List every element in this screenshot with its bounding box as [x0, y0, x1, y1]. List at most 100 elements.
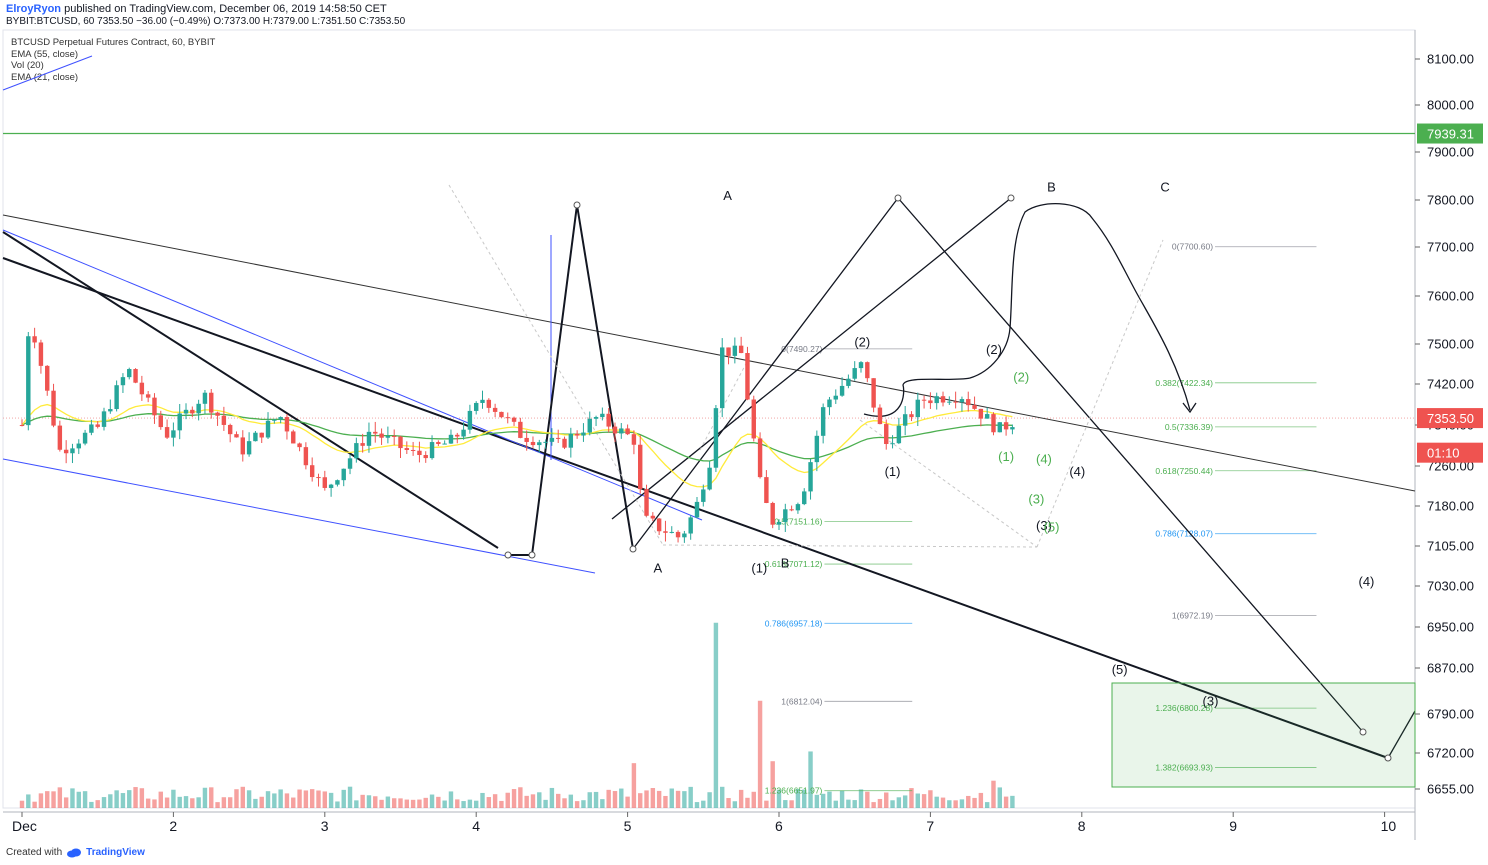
candle-body [625, 428, 630, 435]
volume-bar [921, 794, 927, 808]
candle-body [246, 441, 252, 455]
volume-bar [133, 787, 138, 808]
volume-bar [70, 788, 75, 808]
candle-body [82, 432, 88, 444]
volume-bar [183, 796, 189, 808]
volume-bar [322, 791, 328, 808]
volume-bar [707, 792, 712, 808]
ohlc-values: O:7373.00 H:7379.00 L:7351.50 C:7353.50 [213, 16, 406, 27]
volume-bar [366, 795, 372, 808]
volume-bar [215, 802, 220, 808]
volume-bar [354, 800, 359, 808]
time-tick-label: Dec [12, 818, 37, 834]
candle-body [455, 434, 460, 437]
candle-body [663, 531, 668, 533]
time-axis[interactable]: Dec 2 3 4 5 6 7 8 9 10 [12, 812, 1396, 834]
candle-body [499, 411, 504, 418]
candle-body [688, 517, 693, 534]
candle-body [51, 390, 56, 426]
candle-body [63, 449, 69, 454]
price-tick-label: 7180.00 [1427, 499, 1474, 514]
volume-bar [606, 789, 611, 808]
candle-body [877, 407, 883, 425]
wave-label: (1) [885, 464, 901, 479]
candle-body [556, 437, 561, 439]
created-with-label: Created with [6, 847, 63, 858]
candle-body [89, 424, 94, 433]
price-change: −36.00 (−0.49%) [136, 16, 211, 27]
wave-label: (3) [1036, 518, 1052, 533]
volume-bar [776, 789, 782, 808]
volume-bar [984, 802, 990, 808]
candle-body [32, 336, 37, 343]
wave-label: (5) [1044, 520, 1060, 535]
ema-lines [21, 403, 1013, 488]
wave-label: (2) [1013, 370, 1029, 385]
price-tick-label: 7600.00 [1427, 289, 1474, 304]
candle-body [953, 401, 958, 403]
wave-label: (2) [854, 335, 870, 350]
volume-bar [846, 799, 851, 808]
fib-left-level-label: 0.618(7071.12) [765, 559, 823, 569]
candle-body [70, 448, 75, 454]
legend-ema55[interactable]: EMA (55, close) [11, 48, 79, 60]
candle-body [253, 432, 258, 442]
price-axis[interactable]: 8100.00 8000.00 7900.00 7800.00 7700.00 7600.… [1415, 52, 1483, 797]
candle-body [600, 413, 605, 418]
candle-body [272, 419, 277, 421]
candle-body [127, 369, 132, 378]
wave-label: (5) [1112, 662, 1128, 677]
candle-body [379, 433, 384, 438]
time-tick-label: 6 [775, 818, 783, 834]
pivot-point [528, 551, 536, 559]
volume-bar [751, 791, 756, 808]
target-zone [1111, 682, 1416, 788]
volume-bar [190, 798, 195, 808]
volume-bar [581, 800, 586, 808]
candle-body [915, 399, 920, 418]
candle-body [385, 435, 391, 438]
volume-bar [32, 801, 37, 808]
fib-left-level-label: 0.5(7151.16) [774, 516, 822, 526]
price-tick-label: 6655.00 [1427, 782, 1474, 797]
volume-bar [688, 786, 693, 808]
pivot-point [504, 551, 512, 559]
candle-body [373, 431, 378, 434]
volume-bar [209, 787, 214, 808]
volume-bar [455, 799, 460, 808]
price-label: 7939.31 [1427, 127, 1474, 142]
candle-body [562, 438, 567, 448]
cloud-icon [67, 848, 82, 857]
volume-bar [720, 786, 725, 808]
volume-bar [802, 789, 807, 808]
candle-body [511, 417, 517, 422]
author-link[interactable]: ElroyRyon [6, 3, 62, 15]
publish-info: published on TradingView.com, December 0… [64, 3, 387, 15]
time-tick-label: 2 [169, 818, 177, 834]
candle-body [221, 415, 227, 425]
volume-bar [51, 791, 56, 808]
price-tick-label: 7030.00 [1427, 579, 1474, 594]
fib-right-level-label: 0.618(7250.44) [1155, 466, 1213, 476]
resistance-line [2, 214, 1416, 492]
pivot-point [894, 194, 902, 202]
volume-bar [839, 790, 845, 808]
candle-body [309, 465, 315, 478]
volume-bar [650, 788, 656, 808]
legend-volume[interactable]: Vol (20) [11, 60, 44, 72]
candle-body [259, 432, 264, 438]
indicator-legend: BTCUSD Perpetual Futures Contract, 60, B… [11, 37, 215, 83]
wave-label: (2) [986, 342, 1002, 357]
candle-body [303, 447, 309, 466]
volume-bar [120, 793, 126, 808]
candle-body [26, 336, 31, 426]
volume-bar [259, 796, 264, 808]
price-tick-label: 7800.00 [1427, 193, 1474, 208]
tradingview-brand[interactable]: TradingView [86, 847, 145, 858]
volume-bar [410, 799, 416, 808]
candle-body [341, 468, 346, 481]
dotted-guide-4 [1036, 239, 1164, 548]
legend-ema21[interactable]: EMA (21, close) [11, 71, 79, 83]
candle-body [391, 435, 397, 437]
